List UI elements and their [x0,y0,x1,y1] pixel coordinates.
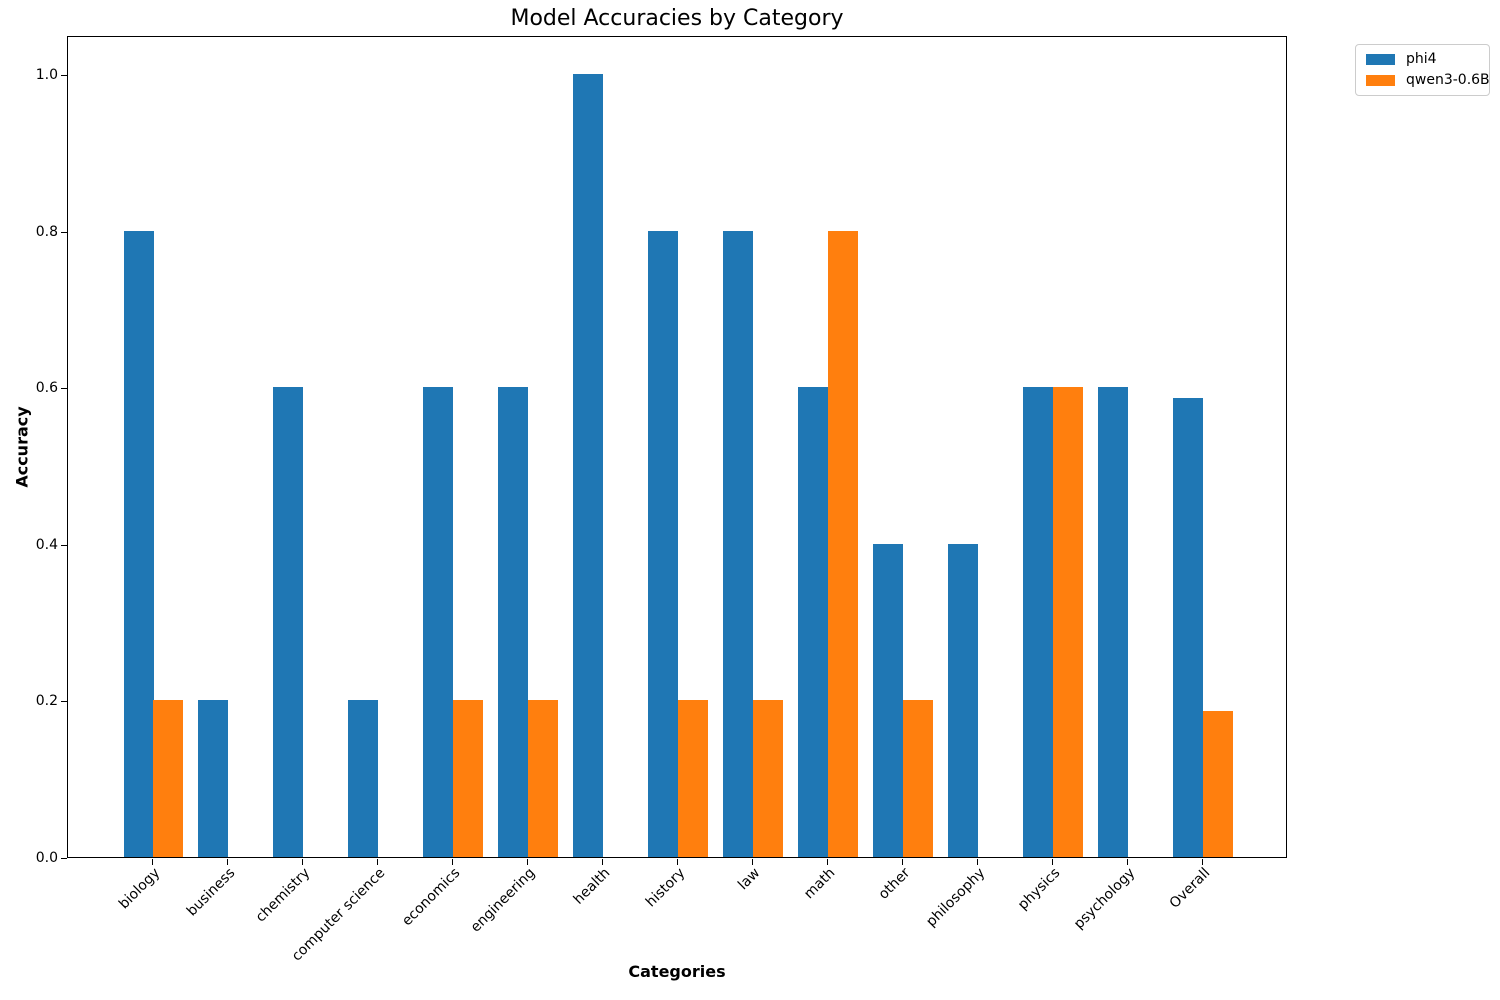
bar-qwen3-0-6b-physics [1052,387,1083,857]
bar-qwen3-0-6b-engineering [528,700,559,857]
x-tick-mark-biology [152,859,154,865]
x-tick-mark-computer-science [377,859,379,865]
x-tick-mark-philosophy [976,859,978,865]
y-tick-mark-0.6 [61,388,67,390]
bar-qwen3-0-6b-biology [153,700,184,857]
bar-phi4-biology [123,230,154,857]
x-tick-mark-chemistry [302,859,304,865]
bar-phi4-economics [423,387,454,857]
legend-swatch-phi4 [1366,54,1395,65]
legend-swatch-qwen3-0-6b [1366,75,1395,86]
bar-qwen3-0-6b-economics [453,700,484,857]
plot-area [67,36,1287,858]
x-tick-mark-law [751,859,753,865]
y-tick-label-1.0: 1.0 [35,67,58,84]
bar-phi4-psychology [1097,387,1128,857]
bar-phi4-physics [1022,387,1053,857]
bar-phi4-law [723,230,753,857]
x-tick-mark-overall [1201,859,1203,865]
bar-qwen3-0-6b-other [902,700,933,857]
bar-phi4-other [872,543,903,857]
bar-phi4-business [198,700,229,857]
legend-label-qwen3-0-6b: qwen3-0.6B [1406,72,1490,88]
y-tick-label-0.6: 0.6 [35,380,58,397]
x-tick-mark-physics [1051,859,1053,865]
bar-phi4-health [573,74,604,857]
y-tick-label-0.2: 0.2 [35,693,58,710]
x-tick-mark-history [677,859,678,865]
legend-item-qwen3-0-6b: qwen3-0.6B [1366,73,1490,88]
x-tick-mark-business [227,859,229,865]
legend: phi4 qwen3-0.6B [1355,44,1490,96]
bar-qwen3-0-6b-law [752,700,783,857]
x-tick-mark-health [602,859,604,865]
x-tick-mark-economics [452,859,454,865]
bars-layer [68,37,1286,857]
y-tick-mark-1.0 [61,75,67,77]
legend-item-phi4: phi4 [1366,52,1479,67]
y-tick-label-0.8: 0.8 [35,223,58,240]
y-tick-label-0.4: 0.4 [35,536,58,553]
x-axis-title: Categories [628,962,726,981]
y-tick-mark-0.0 [61,858,67,859]
x-tick-mark-psychology [1126,859,1128,865]
y-tick-mark-0.2 [61,701,67,703]
bar-phi4-philosophy [947,543,978,857]
y-axis-title: Accuracy [12,406,32,488]
bar-qwen3-0-6b-history [678,700,708,857]
bar-phi4-chemistry [273,387,304,857]
bar-qwen3-0-6b-overall [1202,711,1233,857]
y-tick-mark-0.8 [61,231,67,233]
y-tick-label-0.0: 0.0 [35,850,58,866]
y-tick-mark-0.4 [61,544,67,546]
bar-qwen3-0-6b-math [827,230,858,857]
bar-phi4-overall [1172,398,1203,857]
bar-phi4-engineering [498,387,529,857]
x-tick-mark-engineering [527,859,529,865]
bar-phi4-history [648,230,678,857]
bar-phi4-computer-science [348,700,379,857]
x-tick-mark-math [826,859,828,865]
chart-title: Model Accuracies by Category [510,6,844,31]
x-tick-mark-other [901,859,903,865]
bar-phi4-math [797,387,828,857]
legend-label-phi4: phi4 [1406,51,1437,67]
